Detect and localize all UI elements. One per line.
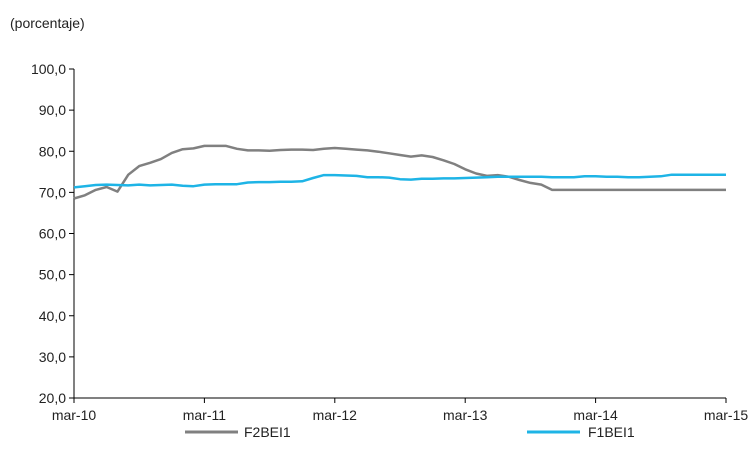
legend: F2BEI1 F1BEI1 bbox=[185, 424, 635, 440]
legend-label-f1bei1: F1BEI1 bbox=[588, 424, 635, 440]
y-tick-label: 60,0 bbox=[39, 226, 66, 242]
y-tick-label: 70,0 bbox=[39, 184, 66, 200]
y-tick-label: 50,0 bbox=[39, 267, 66, 283]
y-tick-label: 80,0 bbox=[39, 143, 66, 159]
y-tick-label: 100,0 bbox=[31, 61, 66, 77]
x-tick-label: mar-10 bbox=[52, 407, 97, 423]
x-tick-label: mar-15 bbox=[704, 407, 749, 423]
y-tick-label: 40,0 bbox=[39, 308, 66, 324]
x-tick-label: mar-11 bbox=[183, 407, 227, 423]
y-axis: 20,0 30,0 40,0 50,0 60,0 70,0 80,0 90,0 100,0 bbox=[31, 61, 75, 406]
y-tick-label: 90,0 bbox=[39, 102, 66, 118]
series-line-f1bei1 bbox=[73, 173, 726, 189]
x-tick-label: mar-14 bbox=[573, 407, 618, 423]
y-tick-label: 20,0 bbox=[39, 390, 66, 406]
plot-area bbox=[73, 144, 726, 200]
x-tick-label: mar-13 bbox=[443, 407, 488, 423]
x-axis: mar-10 mar-11 mar-12 mar-13 mar-14 mar-15 bbox=[52, 397, 749, 423]
legend-label-f2bei1: F2BEI1 bbox=[244, 424, 291, 440]
y-axis-label: (porcentaje) bbox=[10, 15, 85, 31]
x-tick-label: mar-12 bbox=[313, 407, 358, 423]
y-tick-label: 30,0 bbox=[39, 349, 66, 365]
series-line-f2bei1 bbox=[73, 144, 726, 200]
